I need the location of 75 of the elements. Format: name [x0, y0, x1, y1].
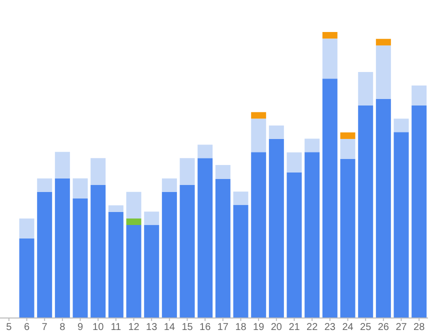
bar — [180, 158, 195, 186]
bar — [233, 192, 248, 206]
bar — [198, 144, 213, 158]
bar — [322, 38, 338, 79]
bar — [340, 138, 356, 159]
bar — [268, 126, 284, 139]
x-tick-label: 20 — [270, 322, 282, 332]
bar — [304, 152, 320, 318]
bar — [108, 212, 124, 318]
bar — [162, 178, 177, 192]
bar — [144, 225, 160, 318]
bar — [126, 192, 142, 218]
x-tick-label: 14 — [164, 322, 176, 332]
x-tick-label: 9 — [77, 322, 84, 332]
bar — [376, 98, 391, 318]
bar — [215, 179, 230, 318]
bar — [19, 238, 34, 318]
bar — [144, 212, 160, 226]
x-tick-label: 24 — [342, 322, 354, 332]
bar — [358, 106, 374, 318]
bar — [90, 158, 106, 186]
x-tick-label: 8 — [60, 322, 66, 332]
x-tick-label: 26 — [378, 322, 390, 332]
x-tick-label: 18 — [235, 322, 247, 332]
bar — [37, 178, 52, 192]
x-tick-label: 6 — [24, 322, 30, 332]
bar — [126, 218, 142, 226]
x-tick-label: 11 — [110, 322, 122, 332]
x-tick-label: 28 — [414, 322, 426, 332]
x-tick-label: 22 — [306, 322, 318, 332]
bar — [54, 178, 70, 318]
bar — [251, 112, 266, 119]
bar — [251, 118, 266, 152]
bar — [108, 205, 124, 212]
bar — [162, 192, 177, 318]
x-tick-label: 5 — [6, 322, 12, 332]
bar — [215, 164, 230, 180]
x-tick-label: 17 — [217, 322, 229, 332]
bar — [198, 158, 213, 318]
x-tick-label: 16 — [200, 322, 212, 332]
bar — [126, 225, 142, 318]
x-tick-label: 27 — [396, 322, 408, 332]
bar — [376, 38, 391, 46]
bar — [376, 45, 391, 99]
bar — [54, 152, 70, 178]
bar — [286, 152, 302, 172]
bar — [72, 198, 88, 318]
x-tick-label: 13 — [146, 322, 158, 332]
x-tick-label: 19 — [253, 322, 265, 332]
bar — [37, 192, 52, 318]
x-tick-label: 10 — [92, 322, 104, 332]
bar — [394, 118, 409, 132]
bar — [412, 85, 427, 106]
bar — [394, 132, 409, 318]
bar — [322, 32, 338, 39]
x-tick-label: 15 — [182, 322, 194, 332]
bar — [72, 178, 88, 198]
x-tick-label: 21 — [288, 322, 300, 332]
bar — [233, 205, 248, 318]
x-tick-label: 7 — [42, 322, 48, 332]
bar — [304, 138, 320, 152]
bar — [412, 106, 427, 318]
bar — [268, 138, 284, 318]
bar — [358, 72, 374, 106]
bar — [286, 172, 302, 318]
bar — [340, 132, 356, 139]
bar — [180, 185, 195, 318]
x-tick-label: 23 — [324, 322, 336, 332]
bar — [322, 78, 338, 318]
bar — [90, 185, 106, 318]
x-tick-label: 12 — [128, 322, 140, 332]
bar — [251, 152, 266, 318]
bar — [19, 218, 34, 238]
bar — [340, 158, 356, 318]
x-tick-label: 25 — [360, 322, 372, 332]
